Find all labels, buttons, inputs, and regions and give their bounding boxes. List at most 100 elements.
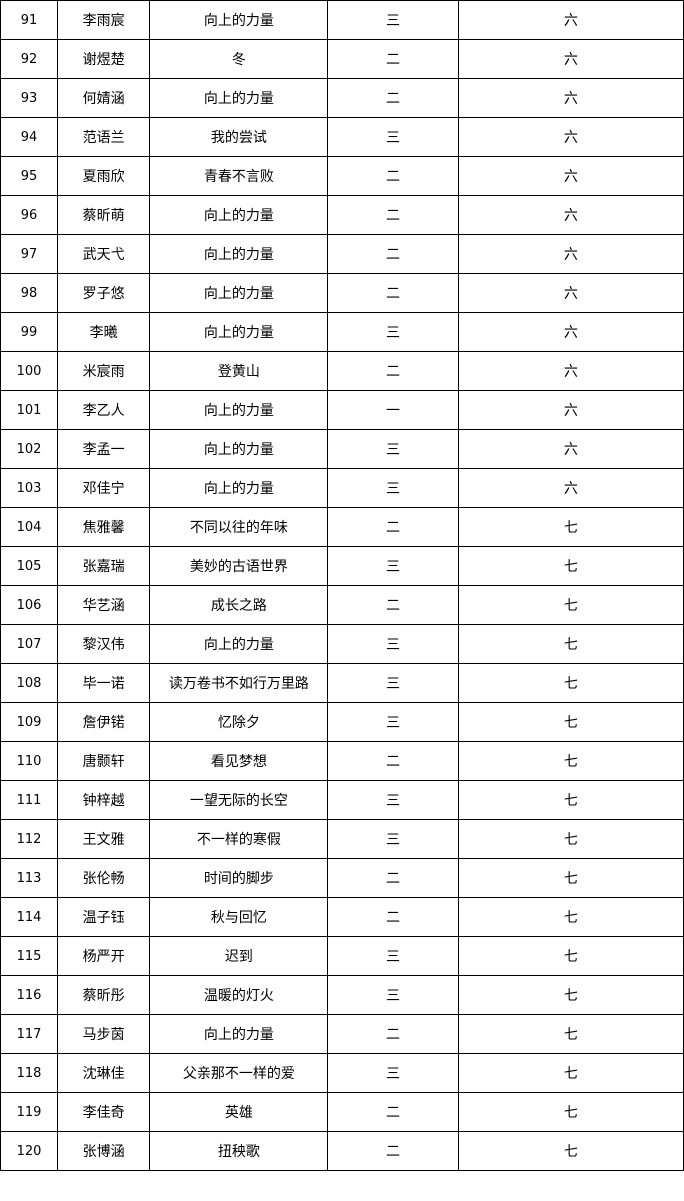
student-name-cell: 温子钰: [57, 897, 151, 937]
row-number-cell: 105: [0, 546, 59, 586]
grade-cell: 六: [457, 0, 684, 40]
student-name-cell: 黎汉伟: [57, 624, 151, 664]
essay-title-cell: 向上的力量: [149, 468, 329, 508]
student-name-cell: 米宸雨: [57, 351, 151, 391]
award-level-cell: 二: [327, 195, 459, 235]
grade-cell: 六: [457, 78, 684, 118]
grade-cell: 六: [457, 156, 684, 196]
row-number-cell: 95: [0, 156, 59, 196]
grade-cell: 六: [457, 234, 684, 274]
student-name-cell: 蔡昕彤: [57, 975, 151, 1015]
table-row: 106 华艺涵 成长之路二七: [0, 585, 684, 625]
table-row: 120 张博涵 扭秧歌二七: [0, 1131, 684, 1171]
grade-cell: 七: [457, 819, 684, 859]
student-name-cell: 张嘉瑞: [57, 546, 151, 586]
essay-title-cell: 读万卷书不如行万里路: [149, 663, 329, 703]
essay-title-cell: 不同以往的年味: [149, 507, 329, 547]
award-level-cell: 三: [327, 936, 459, 976]
award-level-cell: 二: [327, 858, 459, 898]
row-number-cell: 111: [0, 780, 59, 820]
grade-cell: 七: [457, 1092, 684, 1132]
grade-cell: 七: [457, 1131, 684, 1171]
grade-cell: 七: [457, 507, 684, 547]
table-row: 116 蔡昕彤 温暖的灯火三七: [0, 975, 684, 1015]
student-name-cell: 蔡昕萌: [57, 195, 151, 235]
table-row: 96 蔡昕萌 向上的力量二六: [0, 195, 684, 235]
table-row: 98 罗子悠 向上的力量二六: [0, 273, 684, 313]
student-name-cell: 何婧涵: [57, 78, 151, 118]
grade-cell: 七: [457, 624, 684, 664]
essay-title-cell: 不一样的寒假: [149, 819, 329, 859]
essay-title-cell: 向上的力量: [149, 195, 329, 235]
row-number-cell: 100: [0, 351, 59, 391]
award-level-cell: 三: [327, 546, 459, 586]
row-number-cell: 104: [0, 507, 59, 547]
student-name-cell: 杨严开: [57, 936, 151, 976]
student-name-cell: 王文雅: [57, 819, 151, 859]
student-name-cell: 唐颢轩: [57, 741, 151, 781]
student-name-cell: 马步茵: [57, 1014, 151, 1054]
grade-cell: 六: [457, 195, 684, 235]
table-row: 102 李孟一 向上的力量三六: [0, 429, 684, 469]
grade-cell: 七: [457, 858, 684, 898]
table-body: 91 李雨宸 向上的力量三六 92 谢煜楚冬二六 93 何婧涵 向上的力量二六 94 范语兰 我的尝…: [0, 0, 684, 1171]
award-level-cell: 二: [327, 741, 459, 781]
row-number-cell: 96: [0, 195, 59, 235]
row-number-cell: 113: [0, 858, 59, 898]
award-level-cell: 三: [327, 312, 459, 352]
row-number-cell: 99: [0, 312, 59, 352]
table-row: 105 张嘉瑞 美妙的古语世界三七: [0, 546, 684, 586]
student-name-cell: 范语兰: [57, 117, 151, 157]
essay-title-cell: 美妙的古语世界: [149, 546, 329, 586]
award-level-cell: 二: [327, 39, 459, 79]
student-name-cell: 华艺涵: [57, 585, 151, 625]
student-name-cell: 罗子悠: [57, 273, 151, 313]
essay-title-cell: 向上的力量: [149, 312, 329, 352]
essay-title-cell: 父亲那不一样的爱: [149, 1053, 329, 1093]
table-row: 104 焦雅馨 不同以往的年味二七: [0, 507, 684, 547]
row-number-cell: 106: [0, 585, 59, 625]
essay-title-cell: 时间的脚步: [149, 858, 329, 898]
student-name-cell: 李乙人: [57, 390, 151, 430]
student-name-cell: 谢煜楚: [57, 39, 151, 79]
grade-cell: 六: [457, 273, 684, 313]
award-level-cell: 二: [327, 273, 459, 313]
essay-title-cell: 扭秧歌: [149, 1131, 329, 1171]
row-number-cell: 118: [0, 1053, 59, 1093]
essay-title-cell: 秋与回忆: [149, 897, 329, 937]
table-row: 117 马步茵 向上的力量二七: [0, 1014, 684, 1054]
row-number-cell: 101: [0, 390, 59, 430]
grade-cell: 六: [457, 117, 684, 157]
grade-cell: 七: [457, 897, 684, 937]
student-name-cell: 钟梓越: [57, 780, 151, 820]
table-row: 95 夏雨欣 青春不言败二六: [0, 156, 684, 196]
row-number-cell: 108: [0, 663, 59, 703]
row-number-cell: 115: [0, 936, 59, 976]
table-row: 119 李佳奇 英雄二七: [0, 1092, 684, 1132]
essay-title-cell: 看见梦想: [149, 741, 329, 781]
award-level-cell: 二: [327, 897, 459, 937]
table-row: 114 温子钰 秋与回忆二七: [0, 897, 684, 937]
row-number-cell: 112: [0, 819, 59, 859]
student-name-cell: 毕一诺: [57, 663, 151, 703]
award-level-cell: 三: [327, 780, 459, 820]
award-level-cell: 二: [327, 234, 459, 274]
row-number-cell: 91: [0, 0, 59, 40]
row-number-cell: 117: [0, 1014, 59, 1054]
table-row: 110 唐颢轩 看见梦想二七: [0, 741, 684, 781]
row-number-cell: 116: [0, 975, 59, 1015]
table-row: 91 李雨宸 向上的力量三六: [0, 0, 684, 40]
essay-title-cell: 向上的力量: [149, 273, 329, 313]
award-level-cell: 三: [327, 663, 459, 703]
essay-title-cell: 青春不言败: [149, 156, 329, 196]
essay-title-cell: 温暖的灯火: [149, 975, 329, 1015]
row-number-cell: 119: [0, 1092, 59, 1132]
student-name-cell: 武天弋: [57, 234, 151, 274]
grade-cell: 七: [457, 975, 684, 1015]
table-row: 100 米宸雨 登黄山二六: [0, 351, 684, 391]
grade-cell: 六: [457, 429, 684, 469]
row-number-cell: 93: [0, 78, 59, 118]
student-name-cell: 李孟一: [57, 429, 151, 469]
table-row: 101 李乙人 向上的力量一六: [0, 390, 684, 430]
grade-cell: 七: [457, 780, 684, 820]
